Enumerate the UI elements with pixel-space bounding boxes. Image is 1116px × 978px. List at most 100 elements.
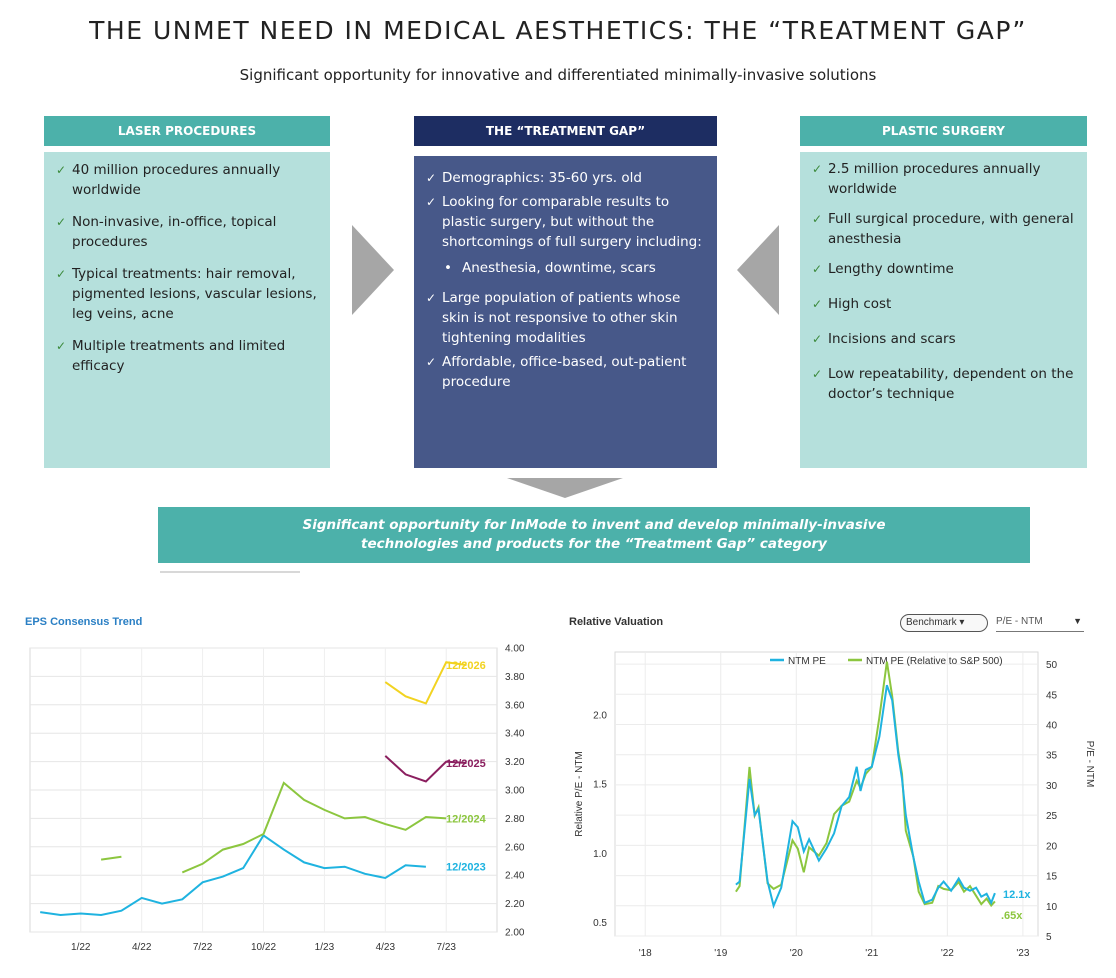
- y-tick-label: 3.00: [505, 786, 525, 797]
- surgery-item-text: High cost: [828, 296, 892, 312]
- surgery-item: ✓ Lengthy downtime: [812, 259, 1077, 279]
- gap-item: ✓ Demographics: 35-60 yrs. old: [426, 168, 707, 188]
- x-tick-label: '23: [1016, 948, 1029, 959]
- series-label: 12/2023: [446, 862, 486, 874]
- gap-item-text: Affordable, office-based, out-patient pr…: [442, 354, 687, 390]
- series-line-12-2024: [181, 781, 447, 874]
- x-tick-label: 1/23: [315, 942, 335, 953]
- y-tick-label: 2.20: [505, 899, 525, 910]
- gap-item-text: Demographics: 35-60 yrs. old: [442, 170, 642, 186]
- gap-sub-item-text: Anesthesia, downtime, scars: [462, 260, 656, 276]
- treatment-gap-header: THE “TREATMENT GAP”: [414, 116, 717, 146]
- left-tick-label: 1.5: [593, 780, 607, 791]
- left-tick-label: 0.5: [593, 918, 607, 929]
- y-tick-label: 2.60: [505, 842, 525, 853]
- x-tick-label: '22: [941, 948, 954, 959]
- x-tick-label: 4/22: [132, 942, 152, 953]
- treatment-gap-panel: ✓ Demographics: 35-60 yrs. old ✓ Looking f…: [414, 156, 717, 468]
- left-axis-label: Relative P/E - NTM: [574, 751, 585, 837]
- legend-label: NTM PE (Relative to S&P 500): [866, 656, 1003, 667]
- series-line-12-2024: [100, 855, 122, 861]
- y-tick-label: 3.40: [505, 729, 525, 740]
- relative-valuation-chart: 5 10 15 20 25 30 35 40 45 50 0.5 1.0 1.5 2.0 '18 '19 '20…: [574, 651, 1095, 959]
- gap-item-text: Large population of patients whose skin …: [442, 290, 681, 346]
- surgery-item: ✓ Low repeatability, dependent on the doc…: [812, 364, 1077, 404]
- legend-label: NTM PE: [788, 656, 826, 667]
- x-tick-label: 4/23: [376, 942, 396, 953]
- check-icon: ✓: [812, 367, 823, 381]
- right-tick-label: 40: [1046, 721, 1058, 732]
- check-icon: ✓: [426, 195, 437, 209]
- x-tick-label: '21: [865, 948, 878, 959]
- laser-item: ✓ Non-invasive, in-office, topical proced…: [56, 212, 320, 252]
- y-tick-label: 4.00: [505, 644, 525, 655]
- x-tick-label: 7/23: [437, 942, 457, 953]
- laser-item: ✓ Multiple treatments and limited efficac…: [56, 336, 320, 376]
- x-tick-label: '20: [790, 948, 803, 959]
- gap-item: ✓ Large population of patients whose skin…: [426, 288, 707, 348]
- series-line-12-2026: [384, 661, 467, 705]
- right-tick-label: 20: [1046, 841, 1058, 852]
- x-tick-label: 7/22: [193, 942, 213, 953]
- surgery-item-text: Full surgical procedure, with general an…: [828, 211, 1074, 247]
- y-tick-label: 3.80: [505, 672, 525, 683]
- gap-sub-item: • Anesthesia, downtime, scars: [426, 258, 707, 278]
- x-tick-label: '18: [639, 948, 652, 959]
- x-tick-label: '19: [714, 948, 727, 959]
- y-tick-label: 3.60: [505, 700, 525, 711]
- right-tick-label: 15: [1046, 872, 1058, 883]
- surgery-item-text: Lengthy downtime: [828, 261, 954, 277]
- check-icon: ✓: [812, 262, 823, 276]
- metric-label: P/E - NTM: [996, 616, 1043, 627]
- check-icon: ✓: [426, 291, 437, 305]
- surgery-item: ✓ High cost: [812, 294, 1077, 314]
- page-subtitle: Significant opportunity for innovative a…: [239, 66, 877, 84]
- left-tick-label: 1.0: [593, 849, 607, 860]
- gap-item: ✓ Looking for comparable results to plast…: [426, 192, 707, 252]
- check-icon: ✓: [812, 332, 823, 346]
- left-tick-label: 2.0: [593, 710, 607, 721]
- surgery-item-text: Low repeatability, dependent on the doct…: [828, 366, 1074, 402]
- arrow-down-icon: [507, 478, 623, 498]
- end-value-label: .65x: [1001, 910, 1023, 922]
- y-tick-label: 2.00: [505, 928, 525, 939]
- series-label: 12/2025: [446, 758, 486, 770]
- laser-item: ✓ Typical treatments: hair removal, pigme…: [56, 264, 320, 324]
- end-value-label: 12.1x: [1003, 889, 1031, 901]
- y-tick-label: 3.20: [505, 757, 525, 768]
- metric-select[interactable]: P/E - NTM ▼: [996, 616, 1084, 632]
- gap-item-text: Looking for comparable results to plasti…: [442, 194, 702, 250]
- laser-item-text: Multiple treatments and limited efficacy: [72, 338, 286, 374]
- surgery-item-text: 2.5 million procedures annually worldwid…: [828, 161, 1041, 197]
- bullet-icon: •: [444, 260, 452, 276]
- right-tick-label: 5: [1046, 932, 1052, 943]
- series-line-12-2023: [40, 833, 426, 917]
- banner-line-2: technologies and products for the “Treat…: [361, 536, 827, 552]
- check-icon: ✓: [812, 212, 823, 226]
- opportunity-banner: Significant opportunity for InMode to in…: [158, 507, 1030, 563]
- right-tick-label: 10: [1046, 902, 1058, 913]
- check-icon: ✓: [56, 339, 67, 353]
- series-label: 12/2026: [446, 660, 486, 672]
- eps-consensus-chart: 2.00 2.20 2.40 2.60 2.80 3.00 3.20 3.40 3.60 3.80…: [29, 644, 525, 953]
- y-tick-label: 2.40: [505, 871, 525, 882]
- right-tick-label: 35: [1046, 751, 1058, 762]
- laser-item-text: 40 million procedures annually worldwide: [72, 162, 281, 198]
- y-tick-label: 2.80: [505, 814, 525, 825]
- check-icon: ✓: [812, 297, 823, 311]
- eps-chart-title: EPS Consensus Trend: [25, 616, 143, 628]
- surgery-item: ✓ Full surgical procedure, with general a…: [812, 209, 1077, 249]
- laser-item: ✓ 40 million procedures annually worldwid…: [56, 160, 320, 200]
- laser-item-text: Non-invasive, in-office, topical procedu…: [72, 214, 277, 250]
- right-tick-label: 30: [1046, 781, 1058, 792]
- benchmark-label: Benchmark: [906, 617, 957, 628]
- check-icon: ✓: [56, 215, 67, 229]
- arrow-right-icon: [352, 225, 394, 315]
- caret-down-icon: ▼: [1073, 616, 1082, 626]
- x-tick-label: 10/22: [251, 942, 276, 953]
- valuation-chart-title: Relative Valuation: [569, 616, 664, 628]
- check-icon: ✓: [812, 162, 823, 176]
- caret-down-icon: ▾: [959, 617, 965, 628]
- benchmark-dropdown[interactable]: Benchmark ▾: [900, 614, 988, 632]
- check-icon: ✓: [56, 163, 67, 177]
